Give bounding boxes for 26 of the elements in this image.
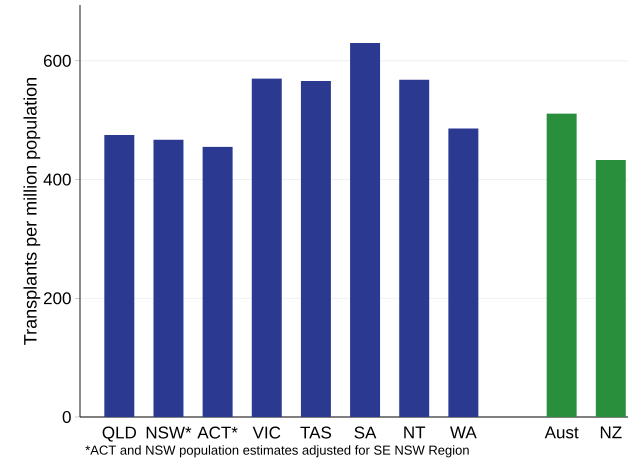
- x-tick-label: TAS: [300, 426, 332, 439]
- x-tick-label: SA: [354, 426, 376, 439]
- x-tick-label: WA: [450, 426, 477, 438]
- x-tick-label: NT: [404, 426, 426, 438]
- y-tick-label: 200: [44, 292, 71, 304]
- bar: [350, 42, 380, 417]
- bar: [300, 80, 331, 417]
- x-tick-label: QLD: [102, 426, 136, 442]
- x-tick-label: Aust: [544, 426, 579, 438]
- text: *ACT and NSW population estimates adjusted for SE NSW Region: [85, 445, 469, 458]
- bar: [153, 140, 184, 417]
- bar: [546, 114, 577, 417]
- x-tick-label: VIC: [252, 426, 280, 439]
- bar: [252, 78, 282, 417]
- y-axis-title: Transplants per million population: [23, 78, 40, 345]
- bar: [104, 135, 134, 417]
- bar: [448, 128, 478, 417]
- bar: [596, 160, 626, 417]
- y-tick-label: 600: [44, 54, 71, 67]
- bar: [399, 80, 430, 417]
- bar: [202, 146, 233, 417]
- x-tick-label: ACT*: [197, 426, 238, 439]
- x-tick-label: NZ: [600, 426, 622, 438]
- x-tick-label: NSW*: [146, 426, 192, 439]
- y-tick-label: 400: [43, 174, 71, 186]
- y-tick-label: 0: [62, 410, 71, 424]
